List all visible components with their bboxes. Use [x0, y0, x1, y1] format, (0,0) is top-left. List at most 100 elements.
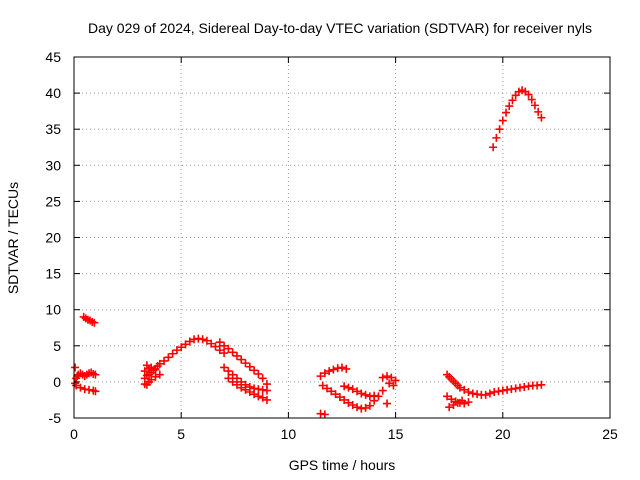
- data-point: [202, 336, 211, 345]
- data-point: [228, 377, 237, 386]
- x-tick-label: 25: [602, 426, 618, 442]
- y-tick-label: 5: [53, 338, 61, 354]
- data-point: [485, 389, 494, 398]
- data-point: [245, 388, 254, 397]
- data-point: [389, 381, 398, 390]
- data-point: [140, 367, 149, 376]
- data-point: [508, 96, 517, 105]
- data-point: [254, 392, 263, 401]
- data-point: [220, 363, 229, 372]
- data-point: [245, 362, 254, 371]
- data-point: [185, 337, 194, 346]
- data-point: [453, 398, 462, 407]
- data-point: [537, 380, 546, 389]
- data-point: [160, 356, 169, 365]
- data-point: [147, 375, 156, 384]
- data-point: [335, 393, 344, 402]
- y-tick-label: 10: [45, 302, 61, 318]
- data-point: [361, 390, 370, 399]
- x-tick-label: 0: [70, 426, 78, 442]
- data-point: [378, 386, 387, 395]
- data-point: [383, 372, 392, 381]
- data-point: [250, 366, 259, 375]
- data-point: [464, 388, 473, 397]
- data-point: [168, 349, 177, 358]
- data-point: [340, 395, 349, 404]
- data-point: [90, 318, 99, 327]
- data-point: [383, 399, 392, 408]
- data-point: [365, 401, 374, 410]
- data-point: [344, 398, 353, 407]
- data-point: [155, 370, 164, 379]
- data-point: [492, 133, 501, 142]
- data-point: [181, 340, 190, 349]
- data-point: [443, 392, 452, 401]
- data-point: [241, 359, 250, 368]
- data-point: [224, 344, 233, 353]
- x-tick-label: 20: [495, 426, 511, 442]
- y-tick-label: 35: [45, 121, 61, 137]
- data-point: [329, 365, 338, 374]
- data-point: [220, 349, 229, 358]
- data-point: [91, 370, 100, 379]
- data-point: [505, 102, 514, 111]
- data-point: [502, 108, 511, 117]
- data-point: [464, 398, 473, 407]
- y-tick-label: 30: [45, 157, 61, 173]
- y-tick-label: 0: [53, 374, 61, 390]
- data-point: [447, 395, 456, 404]
- chart-title: Day 029 of 2024, Sidereal Day-to-day VTE…: [88, 20, 592, 36]
- data-point: [385, 379, 394, 388]
- data-point: [250, 390, 259, 399]
- y-tick-label: -5: [49, 410, 62, 426]
- y-axis-label: SDTVAR / TECUs: [5, 182, 21, 294]
- data-point: [318, 381, 327, 390]
- data-points: [71, 86, 546, 419]
- x-tick-label: 10: [281, 426, 297, 442]
- data-point: [215, 338, 224, 347]
- data-point: [320, 410, 329, 419]
- axis-ticks: 0 5 10 15 20 25 -5 0 5 10 15 20 25 30 35 40 45: [45, 49, 618, 442]
- data-point: [342, 364, 351, 373]
- data-point: [458, 396, 467, 405]
- data-point: [262, 395, 271, 404]
- data-point: [370, 391, 379, 400]
- data-point: [460, 385, 469, 394]
- data-point: [498, 116, 507, 125]
- data-point: [72, 381, 81, 390]
- data-point: [172, 346, 181, 355]
- data-point: [527, 95, 536, 104]
- data-point: [164, 353, 173, 362]
- data-point: [331, 390, 340, 399]
- data-point: [340, 382, 349, 391]
- data-point: [228, 370, 237, 379]
- data-point: [262, 386, 271, 395]
- data-point: [316, 372, 325, 381]
- data-point: [449, 401, 458, 410]
- data-point: [344, 383, 353, 392]
- grid-lines: [74, 57, 610, 418]
- data-point: [387, 373, 396, 382]
- data-point: [325, 367, 334, 376]
- data-point: [155, 359, 164, 368]
- data-point: [232, 351, 241, 360]
- data-point: [207, 339, 216, 348]
- data-point: [534, 107, 543, 116]
- data-point: [524, 90, 533, 99]
- data-point: [455, 383, 464, 392]
- data-point: [145, 364, 154, 373]
- data-point: [215, 346, 224, 355]
- data-point: [530, 101, 539, 110]
- data-point: [237, 383, 246, 392]
- y-tick-label: 25: [45, 193, 61, 209]
- data-point: [322, 384, 331, 393]
- data-point: [232, 380, 241, 389]
- data-point: [348, 401, 357, 410]
- x-axis-label: GPS time / hours: [289, 457, 396, 473]
- x-tick-label: 15: [388, 426, 404, 442]
- y-tick-label: 40: [45, 85, 61, 101]
- data-point: [71, 363, 80, 372]
- data-point: [378, 373, 387, 382]
- data-point: [224, 374, 233, 383]
